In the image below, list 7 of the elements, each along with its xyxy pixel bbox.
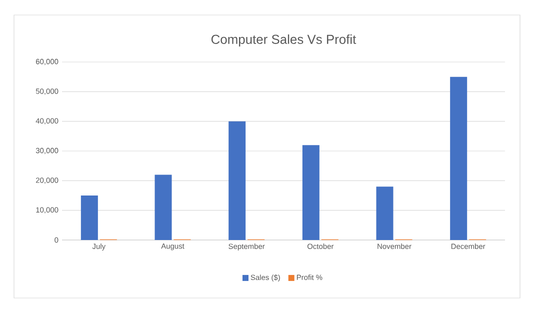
bar [302, 145, 320, 240]
bar [80, 196, 98, 240]
bar [154, 174, 172, 240]
bar [450, 76, 468, 240]
bar [376, 186, 394, 240]
chart-title: Computer Sales Vs Profit [211, 34, 356, 46]
bar [228, 121, 246, 240]
